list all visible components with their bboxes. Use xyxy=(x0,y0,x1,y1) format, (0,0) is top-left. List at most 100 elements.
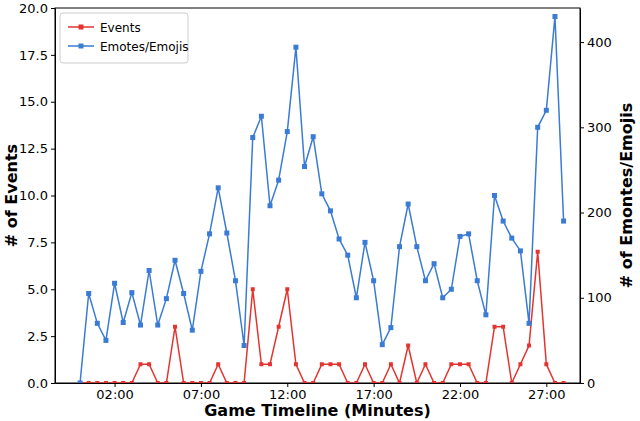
y-axis-tick-mark xyxy=(51,383,55,384)
plot-marks xyxy=(78,14,567,383)
x-axis-tick-label: 07:00 xyxy=(183,387,220,402)
x-axis-tick-label: 17:00 xyxy=(355,387,392,402)
data-point xyxy=(78,381,83,384)
y-axis-tick-mark xyxy=(51,149,55,150)
data-point xyxy=(527,321,532,326)
data-point xyxy=(285,129,290,134)
y2-axis-tick: 300 xyxy=(580,120,612,135)
y2-axis-title: # of Emontes/Emojis xyxy=(617,103,636,288)
data-point xyxy=(190,381,194,383)
data-point xyxy=(535,125,540,130)
series-line xyxy=(80,252,564,383)
data-point xyxy=(129,290,134,295)
y2-axis-tick-mark xyxy=(580,127,584,128)
y-axis-tick: 7.5 xyxy=(27,235,55,250)
y-axis-tick-mark xyxy=(51,289,55,290)
data-point xyxy=(78,381,82,383)
y-axis-tick: 2.5 xyxy=(27,329,55,344)
data-point xyxy=(293,45,298,50)
legend-box xyxy=(60,13,188,63)
data-point xyxy=(147,268,152,273)
y-axis-tick-label: 0.0 xyxy=(27,376,48,391)
data-point xyxy=(250,135,255,140)
data-point xyxy=(501,219,506,224)
data-point xyxy=(441,381,445,383)
series-line xyxy=(80,17,564,383)
data-point xyxy=(242,343,247,348)
y2-axis-tick-mark xyxy=(580,298,584,299)
data-point xyxy=(87,381,91,383)
data-point xyxy=(432,261,437,266)
data-point xyxy=(216,362,220,366)
data-point xyxy=(147,362,151,366)
data-point xyxy=(311,381,315,383)
data-point xyxy=(388,325,393,330)
y2-axis-tick-label: 0 xyxy=(587,376,595,391)
y-axis-tick-label: 7.5 xyxy=(27,235,48,250)
data-point xyxy=(259,362,263,366)
data-point xyxy=(103,338,108,343)
y-axis-tick-label: 12.5 xyxy=(19,141,48,156)
chart-area: 02:00 07:00 12:00 17:00 22:00 27:00 0.0 2.5 5.0 7… xyxy=(19,1,612,403)
x-axis-tick: 22:00 xyxy=(442,383,479,402)
data-point xyxy=(389,362,393,366)
y-axis-tick-label: 20.0 xyxy=(19,1,48,16)
legend: Events Emotes/Emojis xyxy=(60,13,189,63)
x-axis-line xyxy=(56,383,581,384)
data-point xyxy=(113,381,117,383)
data-point xyxy=(328,208,333,213)
plot-frame xyxy=(55,8,580,383)
data-point xyxy=(198,269,203,274)
data-point xyxy=(552,14,557,19)
data-point xyxy=(242,381,246,383)
data-point xyxy=(553,381,557,383)
data-point xyxy=(233,278,238,283)
data-point xyxy=(398,381,402,383)
x-axis-tick-label: 02:00 xyxy=(96,387,133,402)
y-axis-tick: 5.0 xyxy=(27,282,55,297)
data-point xyxy=(493,325,497,329)
y-axis-tick-mark xyxy=(51,336,55,337)
data-point xyxy=(302,164,307,169)
legend-entry: Emotes/Emojis xyxy=(68,40,189,54)
data-point xyxy=(121,320,126,325)
data-point xyxy=(449,362,453,366)
data-point xyxy=(86,291,91,296)
data-point xyxy=(423,278,428,283)
data-point xyxy=(380,342,385,347)
data-point xyxy=(475,278,480,283)
data-point xyxy=(319,191,324,196)
y2-axis: 0100200300400 xyxy=(580,9,612,391)
data-point xyxy=(406,344,410,348)
x-axis-tick: 27:00 xyxy=(528,383,565,402)
data-point xyxy=(561,219,566,224)
x-axis-title: Game Timeline (Minutes) xyxy=(204,401,431,420)
y2-axis-tick-mark xyxy=(580,383,584,384)
y-axis-tick-label: 10.0 xyxy=(19,188,48,203)
data-point xyxy=(346,381,350,383)
data-point xyxy=(397,244,402,249)
data-point xyxy=(155,323,160,328)
x-axis-tick: 12:00 xyxy=(269,383,306,402)
data-point xyxy=(449,287,454,292)
data-point xyxy=(337,362,341,366)
y-axis-tick: 17.5 xyxy=(19,48,55,63)
y2-axis-tick-label: 300 xyxy=(587,120,612,135)
y-axis-tick: 10.0 xyxy=(19,188,55,203)
data-point xyxy=(544,362,548,366)
data-point xyxy=(182,381,186,383)
data-point xyxy=(380,381,384,383)
y-axis: 0.02.55.07.510.012.515.017.520.0 xyxy=(19,1,55,391)
data-point xyxy=(518,362,522,366)
chart-svg: 02:00 07:00 12:00 17:00 22:00 27:00 0.0 2.5 5.0 7… xyxy=(0,0,640,421)
y2-axis-tick: 200 xyxy=(580,205,612,220)
legend-entry: Events xyxy=(68,21,141,35)
data-point xyxy=(251,287,255,291)
y-axis-tick-mark xyxy=(51,102,55,103)
data-point xyxy=(294,362,298,366)
data-point xyxy=(510,381,514,383)
data-point xyxy=(492,193,497,198)
legend-marker xyxy=(79,25,84,30)
data-point xyxy=(562,381,566,383)
x-axis-tick: 07:00 xyxy=(183,383,220,402)
